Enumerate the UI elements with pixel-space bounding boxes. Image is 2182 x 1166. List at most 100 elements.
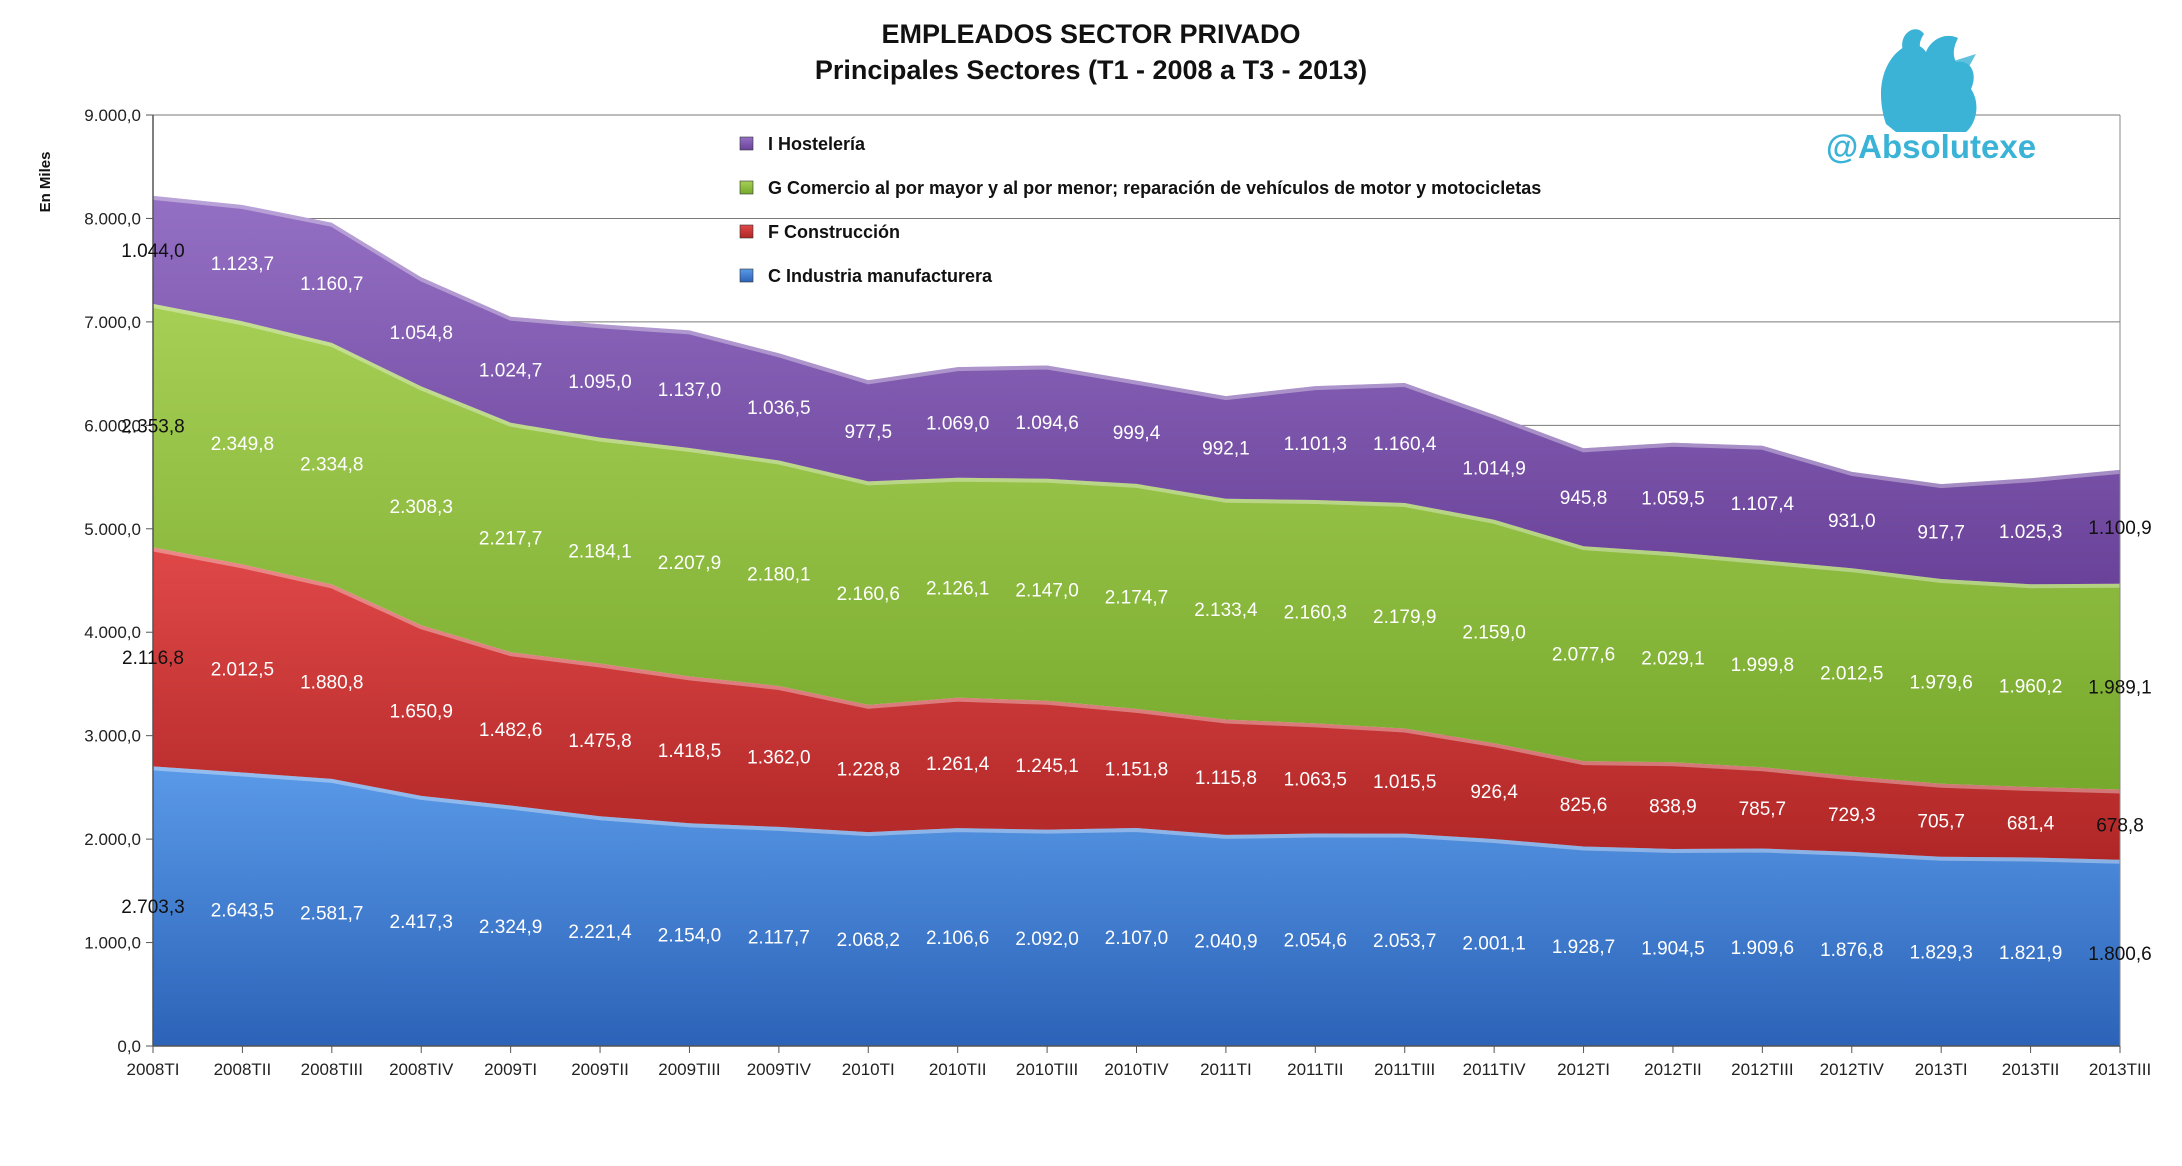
area-edge-1: [152, 547, 2121, 794]
data-label: 681,4: [2007, 813, 2055, 834]
x-tick-label: 2010TIII: [1016, 1060, 1078, 1079]
data-label: 2.107,0: [1105, 928, 1168, 949]
data-label: 2.054,6: [1284, 931, 1347, 952]
data-label: 1.362,0: [747, 747, 810, 768]
data-label: 1.909,6: [1731, 938, 1794, 959]
data-label: 1.059,5: [1641, 489, 1704, 510]
x-tick-label: 2011TI: [1200, 1060, 1252, 1079]
data-label: 2.077,6: [1552, 645, 1615, 666]
area-series-2: [153, 303, 2120, 790]
data-label: 1.829,3: [1909, 942, 1972, 963]
data-label: 2.207,9: [658, 553, 721, 574]
data-label: 1.054,8: [390, 323, 453, 344]
y-tick-label: 5.000,0: [84, 520, 141, 539]
y-tick-label: 7.000,0: [84, 313, 141, 332]
legend-swatch: [739, 268, 754, 283]
griffin-logo: [1881, 29, 1977, 132]
data-label: 2.159,0: [1462, 622, 1525, 643]
data-label: 926,4: [1470, 782, 1518, 803]
data-label: 838,9: [1649, 797, 1697, 818]
legend-entry: I Hostelería: [768, 134, 866, 154]
legend-entry: F Construcción: [768, 222, 900, 242]
data-label: 2.353,8: [121, 417, 184, 438]
area-edge-3: [152, 195, 2121, 489]
legend-swatch: [739, 224, 754, 239]
chart-title-main: EMPLEADOS SECTOR PRIVADO: [881, 19, 1301, 49]
data-label: 2.012,5: [1820, 663, 1883, 684]
data-label: 1.989,1: [2088, 678, 2151, 699]
x-tick-label: 2010TII: [929, 1060, 987, 1079]
data-label: 1.015,5: [1373, 772, 1436, 793]
data-label: 785,7: [1739, 799, 1787, 820]
axes: 0,0 1.000,0 2.000,0 3.000,0 4.000,0 5.000,0 6.…: [84, 106, 2151, 1079]
data-label: 945,8: [1560, 488, 1608, 509]
legend: I Hostelería G Comercio al por mayor y al…: [739, 134, 1541, 286]
area-edge-2: [152, 303, 2121, 589]
data-label: 2.126,1: [926, 579, 989, 600]
data-label: 1.650,9: [390, 702, 453, 723]
x-tick-label: 2008TIII: [301, 1060, 363, 1079]
data-label: 1.475,8: [568, 731, 631, 752]
data-label: 931,0: [1828, 511, 1876, 532]
data-label: 1.101,3: [1284, 434, 1347, 455]
x-tick-label: 2012TI: [1557, 1060, 1610, 1079]
legend-swatch: [739, 136, 754, 151]
data-label: 1.123,7: [211, 254, 274, 275]
data-label: 1.880,8: [300, 673, 363, 694]
data-label: 1.044,0: [121, 241, 184, 262]
data-label: 1.137,0: [658, 380, 721, 401]
x-tick-label: 2012TIV: [1820, 1060, 1885, 1079]
data-label: 2.068,2: [837, 930, 900, 951]
chart-title: EMPLEADOS SECTOR PRIVADO Principales Sec…: [0, 16, 2182, 88]
data-label: 2.116,8: [122, 648, 184, 669]
area-series: [152, 195, 2121, 1046]
data-labels: 2.703,3 2.643,5 2.581,7 2.417,3 2.324,9 2.221…: [121, 241, 2151, 965]
data-label: 1.063,5: [1284, 769, 1347, 790]
data-label: 2.334,8: [300, 455, 363, 476]
data-label: 2.349,8: [211, 434, 274, 455]
data-label: 2.029,1: [1641, 648, 1704, 669]
x-tick-label: 2011TII: [1287, 1060, 1343, 1079]
data-label: 977,5: [844, 422, 892, 443]
data-label: 2.106,6: [926, 928, 989, 949]
data-label: 2.174,7: [1105, 587, 1168, 608]
x-tick-label: 2009TIII: [658, 1060, 720, 1079]
x-tick-label: 2010TI: [842, 1060, 895, 1079]
data-label: 729,3: [1828, 805, 1876, 826]
data-label: 2.180,1: [747, 564, 810, 585]
data-label: 1.095,0: [568, 372, 631, 393]
data-label: 1.160,4: [1373, 434, 1437, 455]
data-label: 1.069,0: [926, 413, 989, 434]
data-label: 1.999,8: [1731, 655, 1794, 676]
data-label: 2.092,0: [1015, 929, 1078, 950]
data-label: 1.160,7: [300, 274, 363, 295]
x-tick-label: 2013TII: [2002, 1060, 2060, 1079]
y-tick-label: 8.000,0: [84, 209, 141, 228]
data-label: 1.024,7: [479, 361, 542, 382]
data-label: 1.960,2: [1999, 677, 2062, 698]
data-label: 2.053,7: [1373, 931, 1436, 952]
data-label: 1.876,8: [1820, 940, 1883, 961]
x-tick-label: 2011TIII: [1374, 1060, 1435, 1079]
data-label: 2.221,4: [568, 922, 632, 943]
data-label: 2.703,3: [121, 897, 184, 918]
data-label: 1.800,6: [2088, 944, 2151, 965]
data-label: 1.094,6: [1015, 413, 1078, 434]
data-label: 999,4: [1113, 423, 1161, 444]
data-label: 2.147,0: [1015, 581, 1078, 602]
area-edge-0: [152, 766, 2121, 864]
x-tick-label: 2009TI: [484, 1060, 537, 1079]
legend-entry: G Comercio al por mayor y al por menor; …: [768, 178, 1541, 198]
data-label: 1.418,5: [658, 741, 721, 762]
data-label: 678,8: [2096, 816, 2144, 837]
data-label: 1.228,8: [837, 759, 900, 780]
data-label: 2.581,7: [300, 903, 363, 924]
data-label: 2.160,6: [837, 584, 900, 605]
x-tick-label: 2011TIV: [1463, 1060, 1527, 1079]
data-label: 2.179,9: [1373, 607, 1436, 628]
y-tick-label: 9.000,0: [84, 106, 141, 125]
chart-subtitle: Principales Sectores (T1 - 2008 a T3 - 2…: [814, 55, 1368, 85]
y-tick-label: 2.000,0: [84, 830, 141, 849]
data-label: 2.040,9: [1194, 931, 1257, 952]
